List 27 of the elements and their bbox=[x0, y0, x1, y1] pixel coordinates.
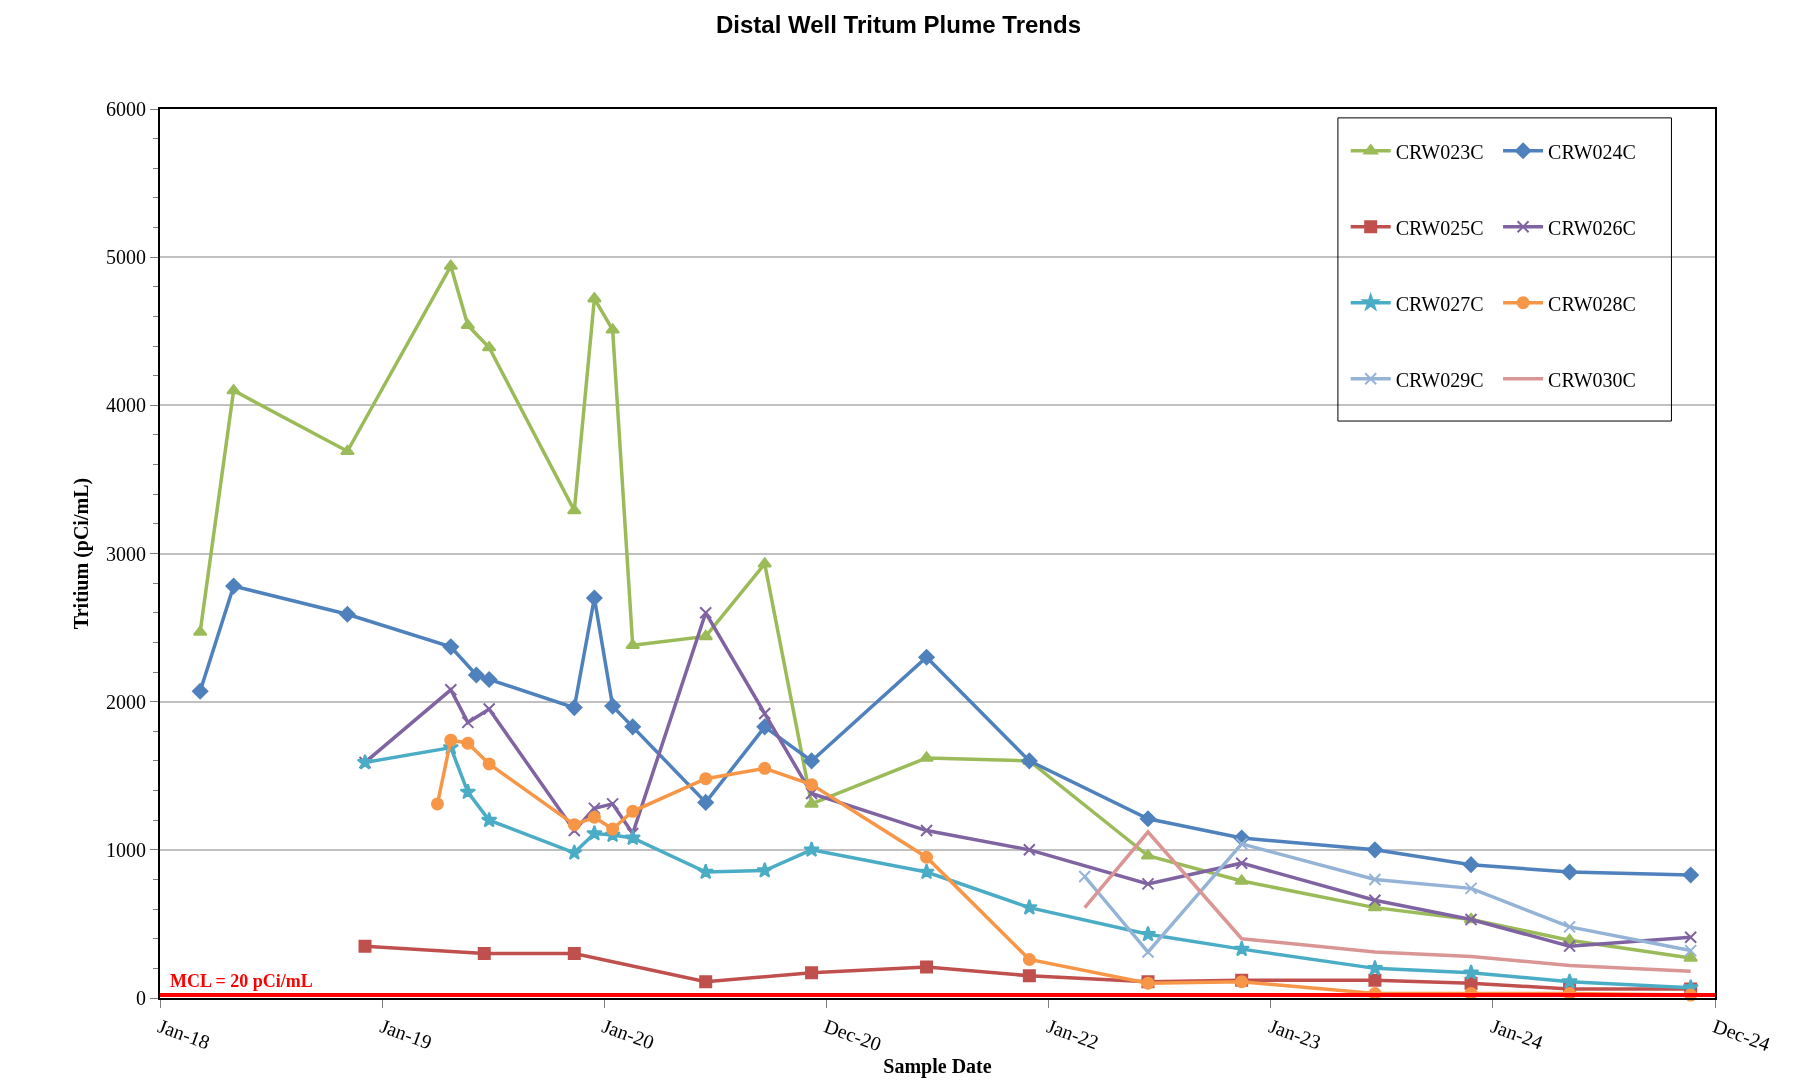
y-tick-label: 1000 bbox=[106, 838, 146, 861]
x-tick-label: Jan-18 bbox=[155, 1014, 213, 1054]
y-tick-label: 4000 bbox=[106, 394, 146, 417]
y-tick-label: 3000 bbox=[106, 542, 146, 565]
x-tick-label: Jan-23 bbox=[1266, 1014, 1324, 1054]
legend-label: CRW030C bbox=[1548, 368, 1636, 391]
x-tick-label: Jan-19 bbox=[377, 1014, 435, 1054]
x-tick-label: Jan-22 bbox=[1044, 1014, 1102, 1054]
x-tick-label: Dec-24 bbox=[1710, 1014, 1774, 1056]
y-tick-label: 0 bbox=[136, 987, 146, 1009]
x-tick-label: Dec-20 bbox=[821, 1014, 885, 1056]
y-tick-label: 5000 bbox=[106, 246, 146, 269]
legend-label: CRW027C bbox=[1395, 292, 1484, 315]
legend-label: CRW025C bbox=[1395, 216, 1484, 239]
legend-label: CRW029C bbox=[1395, 368, 1484, 391]
legend-label: CRW024C bbox=[1548, 140, 1636, 163]
x-tick-label: Jan-20 bbox=[599, 1014, 657, 1054]
x-tick-label: Jan-24 bbox=[1488, 1014, 1546, 1054]
legend-label: CRW023C bbox=[1395, 140, 1484, 163]
chart-title: Distal Well Tritum Plume Trends bbox=[716, 11, 1081, 39]
y-tick-label: 2000 bbox=[106, 690, 146, 713]
legend-label: CRW028C bbox=[1548, 292, 1636, 315]
y-axis-title: Tritium (pCi/mL) bbox=[70, 477, 93, 630]
ref-line-label: MCL = 20 pCi/mL bbox=[170, 971, 313, 991]
legend-label: CRW026C bbox=[1548, 216, 1636, 239]
y-tick-label: 6000 bbox=[106, 98, 146, 120]
x-axis-title: Sample Date bbox=[883, 1055, 992, 1079]
